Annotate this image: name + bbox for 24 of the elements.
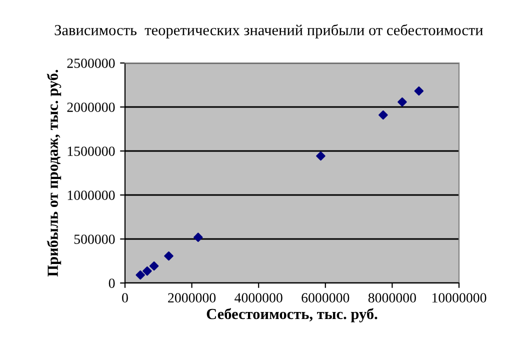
x-tick-label: 6000000	[302, 293, 350, 302]
point	[164, 251, 174, 261]
point	[378, 110, 388, 120]
x-tick-label: 2000000	[168, 293, 216, 302]
x-tick-label: 4000000	[234, 293, 282, 302]
y-tick-label: 0	[108, 278, 115, 288]
x-tick-label: 8000000	[368, 293, 416, 302]
x-axis-title: Себестоимость, тыс. руб.	[206, 308, 378, 322]
chart-title: Зависимость теоретических значений прибыли от себестоимости	[54, 24, 483, 38]
y-tick-label: 2500000	[67, 58, 115, 68]
point	[136, 270, 145, 280]
y-tick-label: 1000000	[68, 190, 115, 200]
y-tick-label: 500000	[74, 234, 115, 244]
x-tick-label: 0	[122, 293, 128, 302]
y-axis-title: Прибыль от продаж, тыс. руб.	[46, 70, 62, 276]
point	[316, 151, 326, 161]
point	[194, 232, 203, 242]
x-tick-label: 10000000	[432, 293, 486, 302]
y-tick-label: 2000000	[67, 102, 115, 112]
y-tick-label: 1500000	[68, 146, 115, 156]
point	[142, 266, 152, 276]
point	[414, 86, 424, 96]
point	[149, 261, 159, 271]
point	[398, 97, 407, 107]
